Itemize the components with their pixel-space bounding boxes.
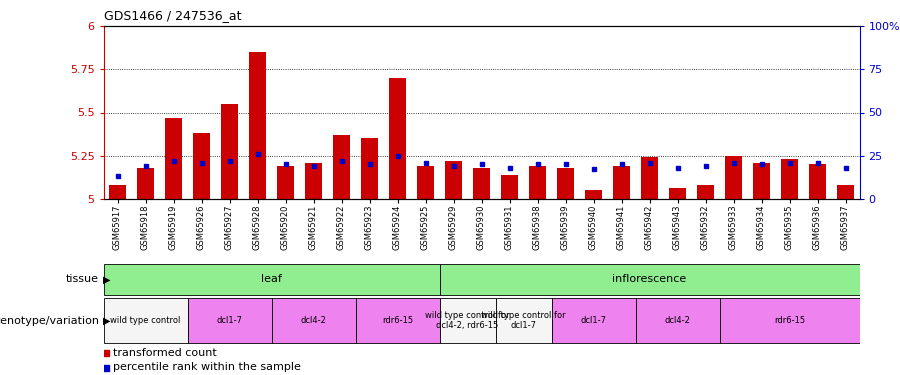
Text: dcl4-2: dcl4-2 — [301, 316, 327, 325]
Text: ▶: ▶ — [103, 274, 110, 284]
Bar — [698, 185, 714, 199]
Text: rdr6-15: rdr6-15 — [382, 316, 413, 325]
Bar — [552, 298, 635, 343]
Bar — [719, 298, 860, 343]
Text: inflorescence: inflorescence — [612, 274, 687, 284]
Bar — [641, 158, 658, 199]
Bar — [439, 298, 496, 343]
Bar — [333, 135, 350, 199]
Bar — [104, 264, 439, 295]
Bar — [585, 190, 602, 199]
Bar — [272, 298, 356, 343]
Text: leaf: leaf — [261, 274, 282, 284]
Bar — [557, 168, 574, 199]
Text: wild type control for
dcl4-2, rdr6-15: wild type control for dcl4-2, rdr6-15 — [425, 311, 509, 330]
Bar — [529, 166, 546, 199]
Bar — [753, 162, 770, 199]
Bar — [165, 118, 182, 199]
Text: wild type control for
dcl1-7: wild type control for dcl1-7 — [482, 311, 566, 330]
Bar — [389, 78, 406, 199]
Bar — [305, 162, 322, 199]
Text: transformed count: transformed count — [113, 348, 217, 357]
Text: genotype/variation: genotype/variation — [0, 316, 99, 326]
Text: rdr6-15: rdr6-15 — [774, 316, 806, 325]
Bar — [417, 166, 434, 199]
Text: tissue: tissue — [66, 274, 99, 284]
Text: ▶: ▶ — [103, 316, 110, 326]
Bar — [496, 298, 552, 343]
Bar — [187, 298, 272, 343]
Text: wild type control: wild type control — [111, 316, 181, 325]
Bar — [194, 133, 210, 199]
Text: percentile rank within the sample: percentile rank within the sample — [113, 363, 302, 372]
Bar — [109, 185, 126, 199]
Bar — [837, 185, 854, 199]
Bar — [501, 175, 518, 199]
Bar — [781, 159, 798, 199]
Bar — [361, 138, 378, 199]
Bar — [137, 168, 154, 199]
Bar — [439, 264, 860, 295]
Bar — [809, 164, 826, 199]
Bar — [446, 161, 462, 199]
Bar — [277, 166, 294, 199]
Bar — [356, 298, 439, 343]
Text: dcl4-2: dcl4-2 — [664, 316, 690, 325]
Text: dcl1-7: dcl1-7 — [217, 316, 242, 325]
Bar — [613, 166, 630, 199]
Bar — [635, 298, 719, 343]
Text: GDS1466 / 247536_at: GDS1466 / 247536_at — [104, 9, 241, 22]
Bar — [725, 156, 742, 199]
Bar — [473, 168, 490, 199]
Text: dcl1-7: dcl1-7 — [580, 316, 607, 325]
Bar — [221, 104, 238, 199]
Bar — [249, 52, 266, 199]
Bar — [104, 298, 187, 343]
Bar — [669, 188, 686, 199]
